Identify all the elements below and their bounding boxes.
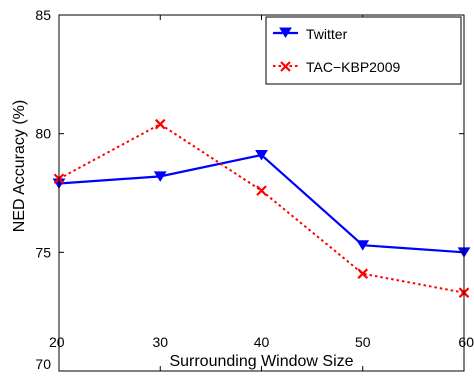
x-tick-label: 20: [49, 334, 65, 350]
legend-twitter-label: Twitter: [306, 26, 348, 42]
tick-layer: 20 30 40 50 60 70 75 80 85: [35, 7, 474, 372]
data-point-twitter: [153, 171, 167, 182]
legend-tac-label: TAC−KBP2009: [306, 59, 401, 75]
legend-twitter-marker: [279, 27, 292, 38]
legend-box: [265, 16, 462, 85]
x-tick-label: 40: [254, 334, 270, 350]
x-axis-label: Surrounding Window Size: [169, 353, 353, 370]
x-tick-label: 50: [355, 334, 371, 350]
data-point-twitter: [255, 150, 268, 161]
y-tick-label: 85: [35, 7, 51, 23]
y-tick-label: 70: [35, 356, 51, 372]
y-tick-label: 75: [35, 244, 51, 260]
data-point-tac-kbp2009: [357, 268, 369, 279]
legend-tac-marker: [280, 61, 291, 72]
data-point-tac-kbp2009: [256, 185, 267, 196]
y-tick-label: 80: [35, 126, 51, 142]
y-axis-label: NED Accuracy (%): [11, 100, 28, 232]
legend: Twitter TAC−KBP2009: [265, 16, 462, 85]
x-tick-label: 60: [458, 334, 474, 350]
x-tick-label: 30: [152, 334, 168, 350]
data-point-twitter: [356, 240, 370, 251]
data-point-tac-kbp2009: [154, 118, 166, 130]
